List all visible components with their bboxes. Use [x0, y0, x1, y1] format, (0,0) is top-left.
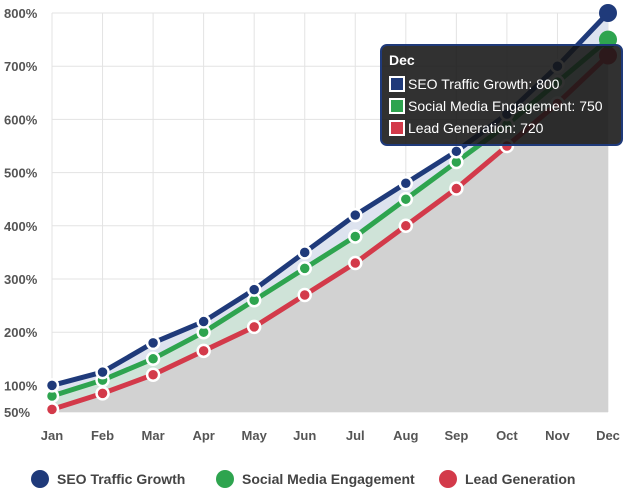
- y-tick-label: 100%: [4, 378, 38, 393]
- point-lead-generation[interactable]: [196, 343, 211, 359]
- tooltip-line: SEO Traffic Growth: 800: [408, 76, 560, 92]
- x-tick-label: Apr: [192, 428, 214, 443]
- tooltip-swatch-lead-generation: [389, 120, 405, 136]
- tooltip-lines: SEO Traffic Growth: 800 Social Media Enga…: [389, 76, 603, 136]
- tooltip-swatch-seo-traffic-growth: [389, 76, 405, 92]
- tooltip: Dec SEO Traffic Growth: 800 Social Media …: [380, 44, 623, 146]
- x-tick-label: Oct: [496, 428, 518, 443]
- tooltip-line: Lead Generation: 720: [408, 120, 544, 136]
- tooltip-background: [380, 44, 623, 146]
- y-tick-label: 500%: [4, 166, 38, 181]
- y-tick-label: 300%: [4, 272, 38, 287]
- point-seo-traffic-growth[interactable]: [398, 175, 414, 191]
- x-tick-label: May: [242, 428, 268, 443]
- legend-label-seo-traffic-growth: SEO Traffic Growth: [57, 471, 185, 487]
- point-social-media-engagement[interactable]: [398, 191, 414, 207]
- point-lead-generation[interactable]: [398, 218, 414, 234]
- y-tick-label: 400%: [4, 219, 38, 234]
- point-seo-traffic-growth[interactable]: [95, 364, 110, 380]
- y-tick-label: 50%: [4, 405, 30, 420]
- x-tick-label: Jun: [293, 428, 316, 443]
- point-seo-traffic-growth[interactable]: [297, 245, 312, 260]
- point-social-media-engagement[interactable]: [145, 351, 161, 367]
- tooltip-line: Social Media Engagement: 750: [408, 98, 603, 114]
- legend-label-social-media-engagement: Social Media Engagement: [242, 471, 415, 487]
- point-seo-traffic-growth[interactable]: [599, 4, 617, 22]
- point-seo-traffic-growth[interactable]: [44, 378, 60, 393]
- point-lead-generation[interactable]: [348, 255, 363, 271]
- x-tick-label: Jul: [346, 428, 365, 443]
- area-lead-generation: [52, 55, 608, 413]
- legend-marker-seo-traffic-growth: [31, 470, 49, 488]
- x-tick-label: Mar: [142, 428, 165, 443]
- y-tick-label: 600%: [4, 112, 38, 127]
- tooltip-title: Dec: [389, 52, 415, 68]
- point-seo-traffic-growth[interactable]: [348, 207, 363, 223]
- point-lead-generation[interactable]: [297, 287, 312, 303]
- point-seo-traffic-growth[interactable]: [246, 282, 262, 297]
- x-tick-label: Dec: [596, 428, 620, 443]
- x-tick-label: Aug: [393, 428, 418, 443]
- x-tick-label: Nov: [545, 428, 570, 443]
- series-areas: [52, 13, 608, 413]
- y-tick-label: 800%: [4, 6, 38, 21]
- point-lead-generation[interactable]: [246, 319, 262, 335]
- legend: SEO Traffic Growth Social Media Engagemen…: [31, 470, 575, 488]
- legend-label-lead-generation: Lead Generation: [465, 471, 575, 487]
- tooltip-swatch-social-media-engagement: [389, 98, 405, 114]
- legend-marker-lead-generation: [439, 470, 457, 488]
- x-tick-label: Jan: [41, 428, 63, 443]
- x-tick-label: Sep: [444, 428, 468, 443]
- point-seo-traffic-growth[interactable]: [449, 144, 464, 159]
- point-lead-generation[interactable]: [145, 367, 161, 383]
- point-lead-generation[interactable]: [449, 181, 464, 196]
- y-tick-label: 200%: [4, 325, 38, 340]
- point-seo-traffic-growth[interactable]: [145, 335, 161, 351]
- point-seo-traffic-growth[interactable]: [196, 314, 211, 329]
- y-axis: 50% 100% 200% 300% 400% 500% 600% 700% 800%: [4, 6, 38, 420]
- point-lead-generation[interactable]: [95, 386, 110, 401]
- point-social-media-engagement[interactable]: [348, 229, 363, 244]
- y-tick-label: 700%: [4, 59, 38, 74]
- x-axis: Jan Feb Mar Apr May Jun Jul Aug Sep Oct Nov Dec: [41, 428, 620, 443]
- point-social-media-engagement[interactable]: [297, 261, 312, 276]
- point-lead-generation[interactable]: [44, 402, 60, 417]
- x-tick-label: Feb: [91, 428, 114, 443]
- legend-marker-social-media-engagement: [216, 470, 234, 488]
